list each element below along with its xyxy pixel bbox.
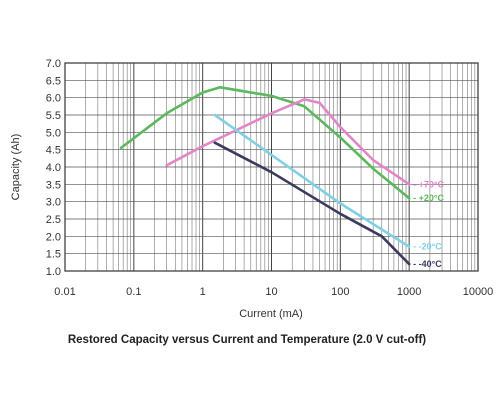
series-line-20-c [119, 86, 411, 200]
y-axis-title: Capacity (Ah) [10, 134, 22, 201]
grid [64, 62, 478, 272]
x-tick-label: 100 [331, 286, 349, 298]
y-tick-label: 3.5 [46, 179, 61, 191]
y-tick-label: 4.0 [46, 162, 61, 174]
series-label-70-c: - +70°C [413, 179, 444, 189]
x-tick-label: 10000 [463, 286, 494, 298]
y-tick-label: 4.5 [46, 145, 61, 157]
chart-title: Restored Capacity versus Current and Tem… [68, 334, 426, 346]
y-tick-label: 3.0 [46, 197, 61, 209]
series-line-20-c [213, 113, 411, 248]
x-tick-label: 1 [200, 286, 206, 298]
plot-frame [64, 62, 479, 272]
y-tick-label: 1.5 [46, 249, 61, 261]
plot-border [64, 62, 479, 272]
x-tick-label: 0.1 [126, 286, 141, 298]
series-line-40-c [213, 141, 411, 266]
y-tick-label: 6.5 [46, 75, 61, 87]
y-tick-label: 2.0 [46, 231, 61, 243]
series-labels: - +20°C - +70°C - -20°C - -40°C [413, 179, 444, 269]
x-tick-label: 10 [265, 286, 277, 298]
y-tick-label: 2.5 [46, 214, 61, 226]
series-label-20-c: - -20°C [413, 242, 442, 252]
series-label-40-c: - -40°C [413, 259, 442, 269]
y-tick-label: 6.0 [46, 93, 61, 105]
x-tick-label: 1000 [397, 286, 421, 298]
x-tick-label: 0.01 [54, 286, 75, 298]
y-tick-label: 1.0 [46, 266, 61, 278]
tick-labels: 1.0 1.5 2.0 2.5 3.0 3.5 4.0 4.5 5.0 5.5 6.0 6.5 7.0 0… [46, 58, 494, 298]
x-axis-title: Current (mA) [239, 308, 303, 320]
series-line-70-c [165, 98, 411, 186]
y-tick-label: 5.5 [46, 110, 61, 122]
y-tick-label: 5.0 [46, 127, 61, 139]
series-label-20-c: - +20°C [413, 193, 444, 203]
series-lines [119, 86, 411, 266]
y-tick-label: 7.0 [46, 58, 61, 70]
